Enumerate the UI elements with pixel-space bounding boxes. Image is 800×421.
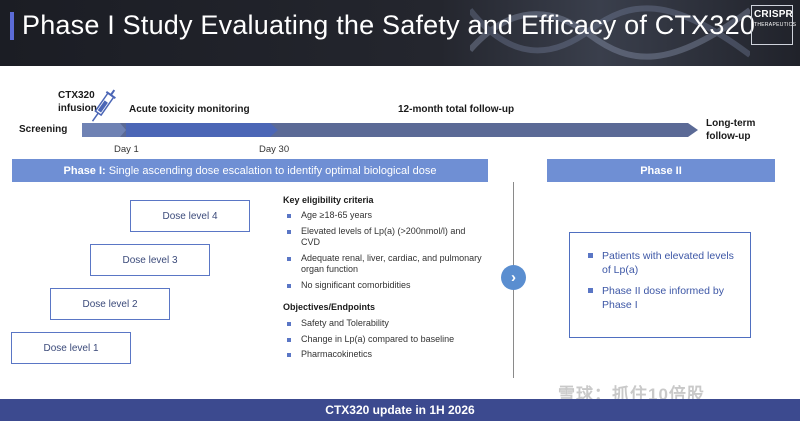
screening-label: Screening <box>19 124 68 135</box>
eligibility-item: No significant comorbidities <box>283 280 483 292</box>
dose-level-3-box: Dose level 3 <box>90 244 210 276</box>
phase2-bullet: Patients with elevated levels of Lp(a) <box>584 249 740 277</box>
chevron-glyph: › <box>511 269 516 286</box>
eligibility-item: Adequate renal, liver, cardiac, and pulm… <box>283 253 483 276</box>
footer-banner: CTX320 update in 1H 2026 <box>0 399 800 421</box>
footer-text: CTX320 update in 1H 2026 <box>325 403 475 417</box>
timeline-arrow <box>82 89 698 137</box>
eligibility-item: Age ≥18-65 years <box>283 210 483 222</box>
chevron-right-icon: › <box>501 265 526 290</box>
dna-helix-graphic <box>470 5 750 60</box>
syringe-icon <box>91 89 116 122</box>
phase2-bullet: Phase II dose informed by Phase I <box>584 284 740 312</box>
screening-segment <box>82 123 126 137</box>
dose-level-2-box: Dose level 2 <box>50 288 170 320</box>
phase1-header-bar: Phase I: Single ascending dose escalatio… <box>12 159 488 182</box>
objective-item: Safety and Tolerability <box>283 318 483 330</box>
acute-monitoring-label: Acute toxicity monitoring <box>129 104 250 115</box>
phase2-header-bar: Phase II <box>547 159 775 182</box>
phase2-info-box: Patients with elevated levels of Lp(a) P… <box>569 232 751 338</box>
eligibility-heading: Key eligibility criteria <box>283 195 374 205</box>
dose-level-3-label: Dose level 3 <box>122 254 178 266</box>
title-accent-bar <box>10 12 14 40</box>
followup-label: 12-month total follow-up <box>398 104 515 115</box>
day30-label: Day 30 <box>259 144 290 155</box>
objectives-heading: Objectives/Endpoints <box>283 302 376 312</box>
phase2-label: Phase II <box>640 164 682 177</box>
page-title: Phase I Study Evaluating the Safety and … <box>22 10 756 40</box>
logo-subtext: THERAPEUTICS <box>754 22 797 28</box>
longterm-label-line2: follow-up <box>706 131 751 142</box>
dose-level-1-box: Dose level 1 <box>11 332 131 364</box>
header-gap <box>0 66 800 70</box>
objective-item: Pharmacokinetics <box>283 349 483 361</box>
acute-segment <box>126 123 278 137</box>
dose-level-2-label: Dose level 2 <box>82 298 138 310</box>
dose-level-1-label: Dose level 1 <box>43 342 99 354</box>
phase1-label-bold: Phase I: <box>63 164 106 177</box>
dose-level-4-label: Dose level 4 <box>162 210 218 222</box>
eligibility-list: Age ≥18-65 years Elevated levels of Lp(a… <box>283 210 483 295</box>
objective-item: Change in Lp(a) compared to baseline <box>283 334 483 346</box>
dose-level-4-box: Dose level 4 <box>130 200 250 232</box>
phase1-label-text: Single ascending dose escalation to iden… <box>108 164 437 177</box>
objectives-list: Safety and Tolerability Change in Lp(a) … <box>283 318 483 365</box>
crispr-logo: CRISPR THERAPEUTICS <box>751 5 797 45</box>
eligibility-item: Elevated levels of Lp(a) (>200nmol/l) an… <box>283 226 483 249</box>
infusion-label-line1: CTX320 <box>58 90 95 101</box>
longterm-label-line1: Long-term <box>706 118 756 129</box>
slide-header: Phase I Study Evaluating the Safety and … <box>0 0 800 66</box>
infusion-label-line2: infusion <box>58 103 97 114</box>
logo-wordmark: CRISPR <box>754 9 793 20</box>
day1-label: Day 1 <box>114 144 139 155</box>
